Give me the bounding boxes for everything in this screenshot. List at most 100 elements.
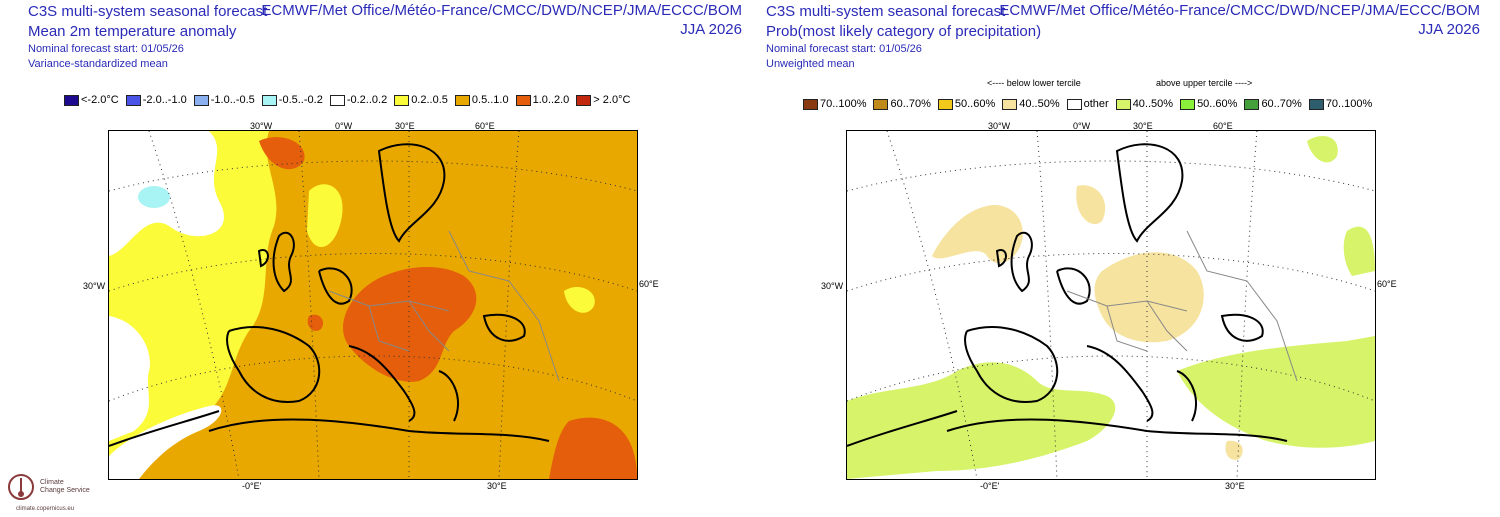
right-legend-item: 70..100% [803,98,866,110]
left-grid-label-0w: 0°W [335,121,353,131]
left-legend-label: -0.2..0.2 [346,94,388,106]
left-grid-label-right: 60°E [639,279,659,289]
left-legend-item: 0.5..1.0 [454,94,509,106]
right-legend-swatch [1002,98,1018,110]
right-grid-label-0w: 0°W [1073,121,1091,131]
right-method: Unweighted mean [766,58,855,70]
left-legend-swatch [515,94,531,106]
copernicus-logo: Climate Change Service climate.copernicu… [6,472,90,512]
left-legend-label: 0.2..0.5 [411,94,448,106]
anomaly-1.0-2.0-central-europe [343,266,477,382]
precip-below-40-50-central [1094,252,1204,343]
left-legend-swatch [64,94,79,106]
right-legend-item: 60..70% [1244,98,1302,110]
left-legend-item: 1.0..2.0 [515,94,569,106]
left-legend: <-2.0°C -2.0..-1.0 -1.0..-0.5 -0.5..-0.2 -0.… [64,94,637,106]
right-legend-item: 50..60% [1180,98,1237,110]
right-legend-label: 70..100% [1325,98,1373,110]
right-forecast-start: Nominal forecast start: 01/05/26 [766,43,922,55]
left-grid-label-30w: 30°W [250,121,273,131]
right-legend-item: 40..50% [1115,98,1174,110]
precip-above-40-50-north [1307,136,1338,163]
right-map [846,130,1376,480]
right-grid-label-30w: 30°W [988,121,1011,131]
left-legend-item: -2.0..-1.0 [125,94,187,106]
right-title: C3S multi-system seasonal forecast [766,3,1006,20]
right-legend-label: 50..60% [1197,98,1238,110]
left-legend-item: <-2.0°C [64,94,119,106]
right-legend-swatch [1180,98,1196,110]
left-legend-label: -2.0..-1.0 [142,94,187,106]
country-borders [328,230,560,382]
right-coastlines [847,143,1288,447]
right-legend-swatch [1066,98,1082,110]
left-legend-item: -1.0..-0.5 [193,94,255,106]
below-tercile-label: <---- below lower tercile [987,78,1081,88]
anomaly-1.0-2.0-southeast [549,417,637,479]
right-grid-label-60e: 60°E [1213,121,1233,131]
left-legend-swatch [329,94,345,106]
left-map [108,130,638,480]
right-legend-item: 40..50% [1002,98,1060,110]
precip-below-40-50-scandinavia [1076,185,1106,225]
left-legend-item: -0.2..0.2 [329,94,388,106]
left-legend-label: <-2.0°C [81,94,119,106]
logo-line1: Climate [40,479,64,486]
anomaly-neutral-area-south [109,316,150,441]
logo-line2: Change Service [40,487,90,494]
right-legend-swatch [803,98,818,110]
anomaly-yellow-patch-east [564,286,595,313]
left-title: C3S multi-system seasonal forecast [28,3,268,20]
right-legend-item: 70..100% [1308,98,1373,110]
right-legend-swatch [1244,98,1260,110]
right-legend-label: 70..100% [820,98,867,110]
left-legend-label: -1.0..-0.5 [210,94,255,106]
right-grid-label-30e: 30°E [1133,121,1153,131]
right-legend-swatch [1308,98,1324,110]
left-legend-swatch [394,94,410,106]
right-legend-label: 60..70% [1261,98,1302,110]
right-subtitle: Prob(most likely category of precipitati… [766,23,1042,40]
left-legend-swatch [576,94,592,106]
left-legend-label: 0.5..1.0 [471,94,509,106]
left-grid-label-30e: 30°E [395,121,415,131]
left-legend-item: > 2.0°C [576,94,630,106]
anomaly-neutral-area-coast [109,405,222,479]
right-legend-swatch [937,98,953,110]
precipitation-tercile-map [847,131,1375,479]
right-legend-label: other [1083,98,1109,110]
left-legend-swatch [454,94,470,106]
left-subtitle: Mean 2m temperature anomaly [28,23,237,40]
left-legend-label: > 2.0°C [593,94,631,106]
right-systems: ECMWF/Met Office/Météo-France/CMCC/DWD/N… [999,2,1480,19]
right-legend-item: other [1066,98,1109,110]
anomaly-yellow-patch-north [307,184,343,248]
right-legend-item: 60..70% [873,98,931,110]
right-legend: 70..100% 60..70% 50..60% 40..50% other 40..50… [803,98,1379,110]
right-season: JJA 2026 [1418,21,1480,38]
right-legend-label: 40..50% [1132,98,1174,110]
right-legend-swatch [873,98,889,110]
left-legend-swatch [193,94,209,106]
climate-change-service-logo-icon [8,474,34,500]
coastlines [109,143,550,447]
right-legend-label: 40..50% [1019,98,1060,110]
right-grid-label-left: 30°W [821,281,844,291]
left-season: JJA 2026 [680,21,742,38]
left-legend-swatch [125,94,141,106]
left-grid-label-bottom-30e: 30°E [487,481,507,491]
right-grid-label-bottom-30e: 30°E [1225,481,1245,491]
right-legend-swatch [1115,98,1131,110]
left-legend-item: 0.2..0.5 [394,94,448,106]
right-legend-label: 50..60% [954,98,996,110]
left-grid-label-bottom-0e: -0°E' [242,481,262,491]
left-forecast-start: Nominal forecast start: 01/05/26 [28,43,184,55]
left-grid-label-left: 30°W [83,281,106,291]
anomaly-negative-patch [138,186,170,208]
left-legend-item: -0.5..-0.2 [261,94,323,106]
left-legend-label: -0.5..-0.2 [278,94,323,106]
right-legend-item: 50..60% [937,98,996,110]
right-legend-label: 60..70% [890,98,931,110]
anomaly-1.0-2.0-small-patch [307,314,324,331]
right-grid-label-right: 60°E [1377,279,1397,289]
